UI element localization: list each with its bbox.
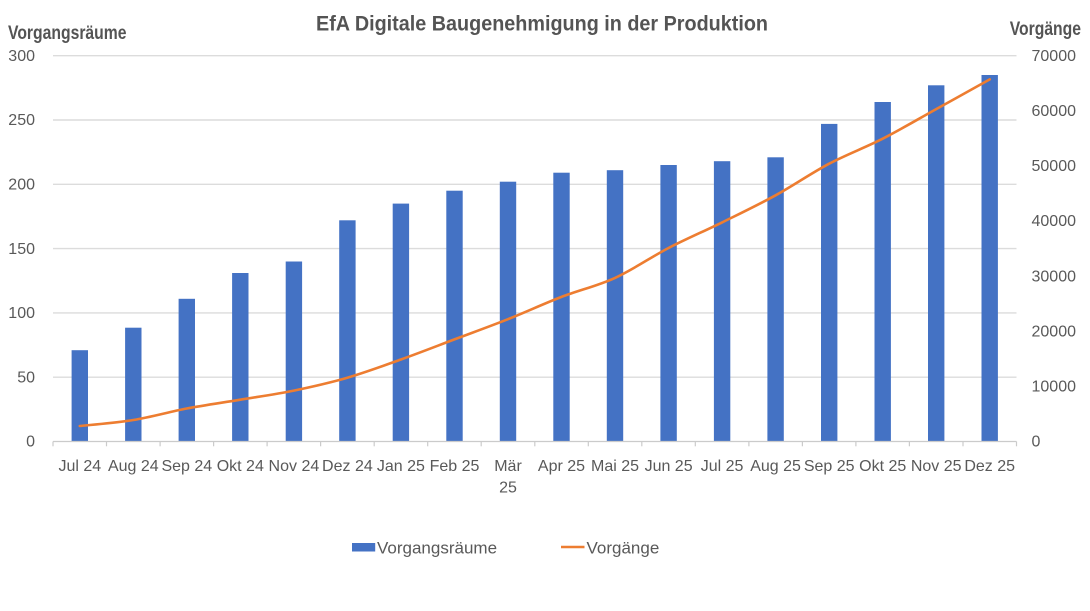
svg-text:300: 300 — [8, 48, 35, 65]
svg-text:100: 100 — [8, 305, 35, 322]
svg-text:Sep 25: Sep 25 — [804, 458, 855, 475]
svg-text:25: 25 — [499, 480, 517, 497]
svg-text:Okt 24: Okt 24 — [217, 458, 264, 475]
svg-text:Mär: Mär — [494, 458, 522, 475]
svg-text:Vorgangsräume: Vorgangsräume — [8, 23, 127, 44]
svg-text:150: 150 — [8, 241, 35, 258]
svg-text:Jan 25: Jan 25 — [377, 458, 425, 475]
svg-text:0: 0 — [26, 434, 35, 451]
svg-text:20000: 20000 — [1032, 324, 1077, 341]
svg-text:Nov 25: Nov 25 — [911, 458, 962, 475]
svg-text:Mai 25: Mai 25 — [591, 458, 639, 475]
svg-text:250: 250 — [8, 112, 35, 129]
svg-text:Vorgänge: Vorgänge — [1010, 19, 1081, 40]
svg-text:50: 50 — [17, 369, 35, 386]
svg-text:Feb 25: Feb 25 — [430, 458, 480, 475]
svg-text:10000: 10000 — [1032, 379, 1077, 396]
svg-text:60000: 60000 — [1032, 103, 1077, 120]
svg-text:Sep 24: Sep 24 — [161, 458, 212, 475]
svg-text:Vorgänge: Vorgänge — [587, 539, 660, 558]
svg-text:200: 200 — [8, 177, 35, 194]
svg-text:0: 0 — [1032, 434, 1041, 451]
svg-text:Jul 24: Jul 24 — [58, 458, 101, 475]
svg-text:Okt 25: Okt 25 — [859, 458, 906, 475]
svg-text:Dez 24: Dez 24 — [322, 458, 373, 475]
svg-text:Dez 25: Dez 25 — [964, 458, 1015, 475]
svg-text:40000: 40000 — [1032, 213, 1077, 230]
svg-text:Jul 25: Jul 25 — [701, 458, 744, 475]
svg-text:70000: 70000 — [1032, 48, 1077, 65]
svg-text:Apr 25: Apr 25 — [538, 458, 585, 475]
svg-text:Nov 24: Nov 24 — [269, 458, 320, 475]
svg-text:EfA Digitale Baugenehmigung in: EfA Digitale Baugenehmigung in der Produ… — [316, 13, 768, 36]
svg-text:30000: 30000 — [1032, 268, 1077, 285]
svg-text:Aug 24: Aug 24 — [108, 458, 159, 475]
svg-text:Aug 25: Aug 25 — [750, 458, 801, 475]
svg-text:Jun 25: Jun 25 — [645, 458, 693, 475]
svg-text:Vorgangsräume: Vorgangsräume — [377, 539, 497, 558]
svg-text:50000: 50000 — [1032, 158, 1077, 175]
